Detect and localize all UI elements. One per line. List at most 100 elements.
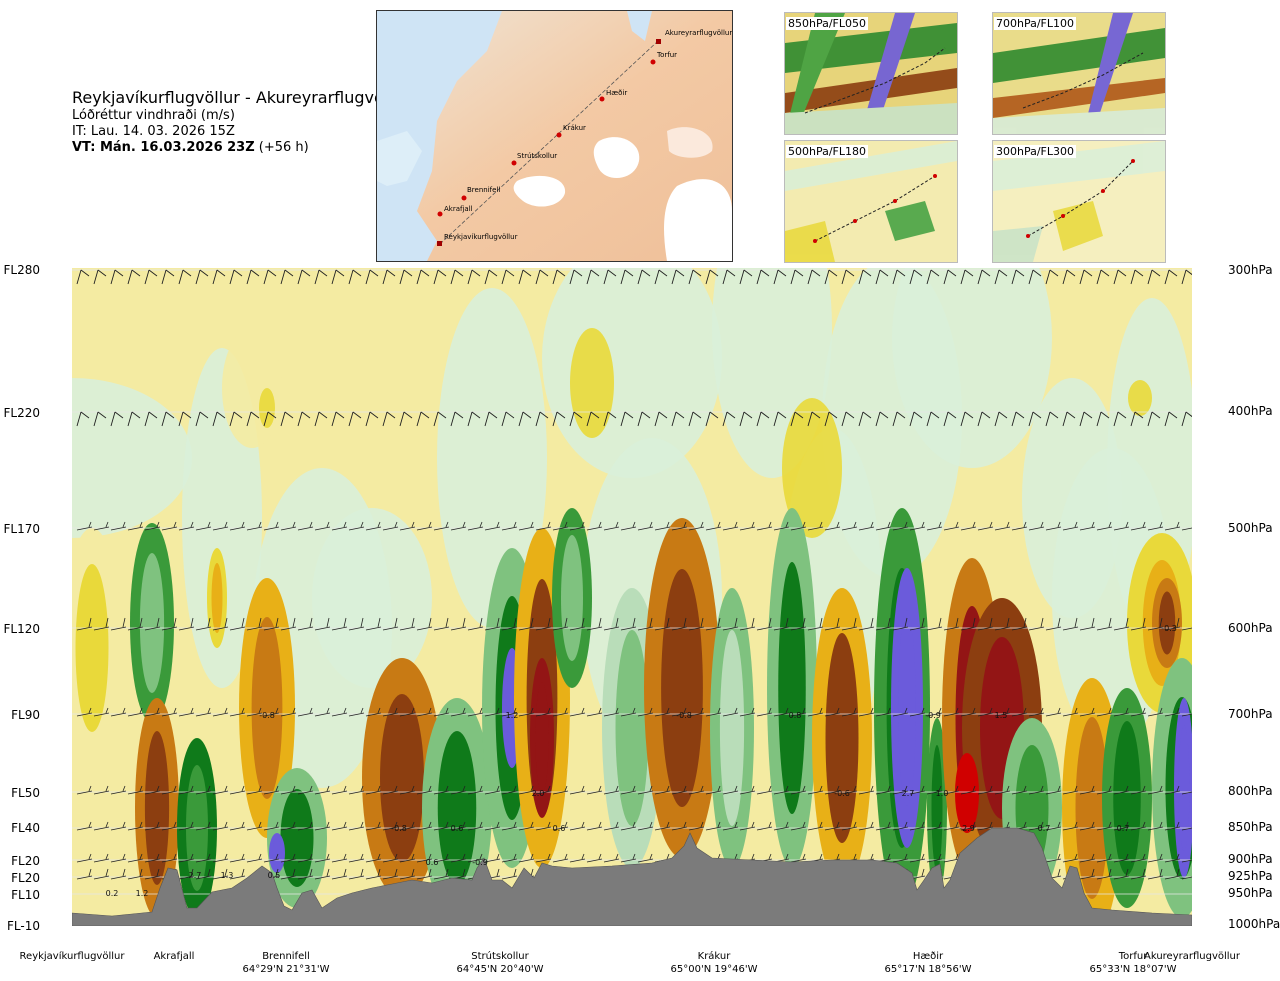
wind-barb [743, 411, 753, 419]
wind-barb [450, 712, 467, 717]
wind-barb [280, 526, 297, 531]
wind-barb [1142, 785, 1146, 792]
wind-barb [1164, 526, 1181, 531]
wind-barb [649, 521, 653, 528]
wind-barb [683, 617, 687, 628]
wind-barb [598, 617, 602, 628]
wind-barb [1023, 707, 1027, 714]
wind-barb [853, 707, 857, 714]
wind-barb [428, 785, 432, 792]
value-label: 0.6 [451, 824, 464, 833]
wind-barb [173, 821, 177, 828]
wind-barb [144, 712, 161, 717]
wind-barb [1045, 411, 1051, 427]
wind-barb [1176, 853, 1180, 860]
wind-barb [760, 269, 770, 277]
wind-barb [675, 411, 685, 419]
wind-barb [1091, 617, 1095, 628]
wind-barb [365, 875, 382, 880]
wind-barb [768, 821, 772, 828]
wind-barb [1147, 858, 1164, 863]
wind-barb [739, 826, 756, 831]
wind-barb [1006, 707, 1010, 714]
wind-barb [450, 411, 456, 427]
wind-barb [110, 826, 127, 831]
wind-barb [467, 790, 484, 795]
thumbnail-label: 700hPa/FL100 [994, 17, 1077, 30]
wind-barb [1062, 626, 1079, 631]
wind-barb [807, 626, 824, 631]
wind-barb [1100, 269, 1110, 277]
wind-barb [654, 626, 671, 631]
wind-barb [705, 526, 722, 531]
wind-barb [411, 707, 415, 714]
wind-barb [535, 790, 552, 795]
wind-barb [904, 821, 908, 828]
wind-barb [654, 526, 671, 531]
wind-barb [360, 785, 364, 792]
wind-barb [139, 707, 143, 714]
wind-barb [994, 526, 1011, 531]
wind-barb [671, 269, 677, 285]
wind-barb [462, 821, 466, 828]
wind-barb [190, 821, 194, 828]
wind-barb [586, 269, 592, 285]
wind-barb [1091, 707, 1095, 714]
wind-barb [717, 821, 721, 828]
wind-barb [1108, 868, 1112, 877]
wind-barb [811, 411, 821, 419]
wind-barb [1176, 785, 1180, 792]
wind-barb [632, 521, 636, 528]
wind-barb [1151, 411, 1161, 419]
wind-barb [139, 785, 143, 792]
wind-barb [479, 521, 483, 528]
wind-barb [564, 853, 568, 860]
wind-barb [501, 269, 507, 285]
thumbnail-700hpa[interactable]: 700hPa/FL100 [992, 12, 1166, 135]
wind-barb [637, 626, 654, 631]
thumbnail-850hpa[interactable]: 850hPa/FL050 [784, 12, 958, 135]
wind-barb [93, 269, 99, 285]
wind-barb [326, 707, 330, 714]
wind-barb [445, 707, 449, 714]
wind-barb [496, 853, 500, 860]
field-blob [661, 569, 703, 807]
wind-barb [309, 821, 313, 828]
wind-barb [921, 853, 925, 860]
wind-barb [518, 626, 535, 631]
wind-barb [858, 269, 864, 285]
wind-barb [777, 411, 787, 419]
wind-barb [518, 712, 535, 717]
wind-barb [1091, 521, 1095, 528]
field-blob [1158, 591, 1176, 655]
wind-barb [513, 707, 517, 714]
wind-barb [688, 826, 705, 831]
wind-barb [688, 626, 705, 631]
wind-barb [717, 521, 721, 528]
wind-barb [318, 411, 328, 419]
wind-barb [195, 712, 212, 717]
thumbnail-300hpa[interactable]: 300hPa/FL300 [992, 140, 1166, 263]
wind-barb [870, 521, 874, 528]
wind-barb [1040, 821, 1044, 828]
wind-barb [416, 858, 433, 863]
wind-barb [122, 853, 126, 860]
wind-barb [569, 526, 586, 531]
wind-barb [751, 707, 755, 714]
thumbnail-500hpa[interactable]: 500hPa/FL180 [784, 140, 958, 263]
wind-barb [607, 269, 617, 277]
wind-barb [207, 617, 211, 628]
wind-barb [671, 826, 688, 831]
wind-barb [921, 868, 925, 877]
wind-barb [110, 875, 127, 880]
wind-barb [807, 790, 824, 795]
wind-barb [416, 826, 433, 831]
wind-barb [722, 411, 728, 427]
wind-barb [807, 712, 824, 717]
wind-barb [853, 821, 857, 828]
wind-barb [649, 785, 653, 792]
wind-barb [977, 269, 983, 285]
wind-barb [700, 521, 704, 528]
wind-barb [972, 821, 976, 828]
wind-barb [280, 411, 286, 427]
